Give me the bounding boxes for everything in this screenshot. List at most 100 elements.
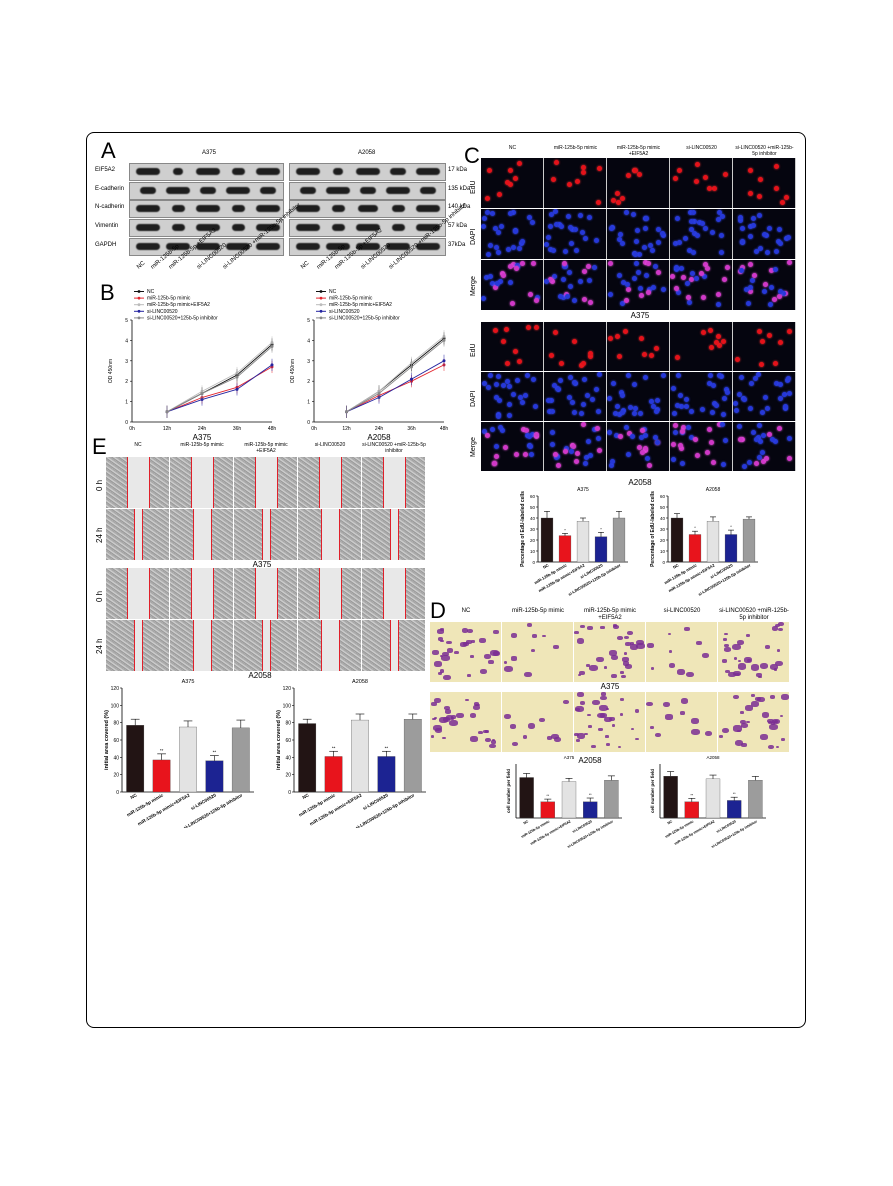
legend-marker [319,316,323,320]
category-label: miR-125b-5p mimic+EIF5A2 [137,792,191,826]
migrated-cell [623,661,630,666]
blot-band [416,243,440,250]
y-tick-label: 60 [660,494,666,499]
blot-band [200,187,216,194]
cell-nucleus [487,372,493,378]
wound-edge-line [319,457,320,508]
cell-nucleus [545,234,551,240]
significance-mark: ** [213,750,217,755]
bar [684,801,699,819]
scratch-gap [193,620,211,671]
bar-chart-title: A375 [182,679,195,685]
bar [298,723,317,793]
migrated-cell [598,728,603,732]
wound-bar-a2058: A2058 0 20 40 60 80 100 120 initial area covered… [276,679,426,828]
migrated-cell [576,638,585,644]
transwell-bar-a2058: A2058 cell number per field NC ** miR-125b-5… [650,755,766,849]
fluorescence-image [544,260,607,310]
series-line [166,364,273,413]
cell-nucleus [619,393,625,399]
cell-nucleus [521,426,527,432]
cell-nucleus [762,289,768,295]
cell-nucleus [643,375,649,381]
cell-nucleus [513,229,519,235]
cell-nucleus [773,361,779,367]
series-line [166,366,273,413]
migrated-cell [490,740,496,744]
blot-band [391,224,405,231]
y-tick-label: 0 [116,790,119,796]
migrated-cell [780,715,784,718]
migrated-cell [617,635,624,641]
bar [324,756,343,793]
cell-nucleus [497,278,503,284]
blot-band [231,224,245,231]
cell-nucleus [500,338,506,344]
y-axis-label: OD 450nm [290,359,296,383]
cell-nucleus [748,288,754,294]
cell-nucleus [619,389,625,395]
fluorescence-image [544,372,607,421]
bar [604,780,619,819]
blot-band [226,187,250,194]
migrated-cell [485,738,492,743]
cell-nucleus [568,283,574,289]
cell-nucleus [696,219,702,225]
cell-nucleus [553,329,559,335]
cell-nucleus [694,161,700,167]
fluorescence-image [733,209,796,259]
wound-edge-line [341,457,342,508]
migrated-cell [467,629,474,634]
cell-nucleus [673,430,679,436]
cell-nucleus [694,452,700,458]
cell-nucleus [638,435,644,441]
cell-nucleus [639,293,645,299]
data-point [200,391,204,395]
migrated-cell [683,627,690,632]
x-tick-label: 12h [342,426,351,432]
legend-marker [137,316,141,320]
migrated-cell [650,667,655,670]
cell-nucleus [529,451,535,457]
cell-nucleus [524,373,530,379]
cell-nucleus [481,429,487,435]
migrated-cell [668,663,676,668]
cell-nucleus [660,286,666,292]
migrated-cell [768,744,775,750]
migrated-cell [636,639,644,646]
migrated-cell [600,712,608,718]
cell-nucleus [559,361,565,367]
cell-nucleus [611,197,617,203]
fluorescence-image [670,158,733,208]
cell-nucleus [569,448,575,454]
migrated-cell [770,721,775,725]
cell-nucleus [579,411,585,417]
cell-nucleus [757,246,763,252]
wound-edge-line [127,457,128,508]
migrated-cell [454,650,459,654]
figure-frame [86,132,806,1028]
migrated-cell [493,651,501,657]
cell-nucleus [481,296,487,302]
cell-nucleus [678,442,684,448]
migrated-cell [446,640,452,645]
x-tick-label: 24h [198,426,207,432]
fluorescence-image [607,322,670,371]
blot-band [166,243,190,250]
migrated-cell [769,663,779,670]
cell-nucleus [756,372,762,378]
migrated-cell [466,639,472,644]
cell-nucleus [655,397,661,403]
cell-nucleus [496,398,502,404]
migrated-cell [470,654,475,658]
cell-nucleus [496,191,502,197]
fluorescence-image [481,422,544,471]
cell-nucleus [628,405,634,411]
fluorescence-image [733,372,796,421]
migrated-cell [737,663,747,670]
migrated-cell [601,692,607,696]
blot-band [256,205,280,212]
migrated-cell [771,626,779,632]
panel-label-a: A [101,138,116,163]
cell-nucleus [683,403,689,409]
